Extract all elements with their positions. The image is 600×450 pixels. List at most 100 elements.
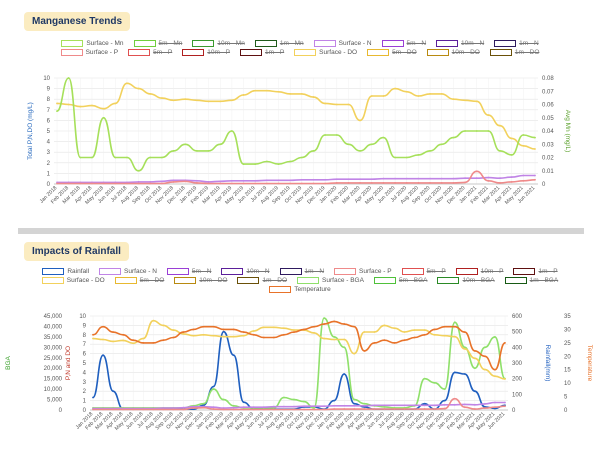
data-point (464, 99, 466, 102)
data-point (487, 114, 490, 116)
data-point (67, 77, 70, 79)
data-point (353, 402, 356, 405)
data-point (182, 332, 185, 335)
legend-item-surface-mn[interactable]: Surface - Mn (61, 40, 124, 47)
legend-item-surface-do[interactable]: Surface - DO (294, 49, 357, 56)
data-point (222, 330, 225, 333)
legend-item-10m-p[interactable]: 10m - P (455, 268, 503, 275)
data-point (417, 177, 420, 180)
data-point (92, 396, 94, 399)
legend-item-5m-p[interactable]: 5m - P (128, 49, 172, 56)
data-point (303, 400, 305, 403)
bga-tick-label: 5,000 (47, 398, 63, 404)
data-point (423, 377, 426, 380)
data-point (429, 177, 431, 180)
legend-item-5m-n[interactable]: 5m - N (166, 268, 211, 275)
legend-item-5m-do[interactable]: 5m - DO (114, 277, 164, 284)
data-point (443, 403, 446, 406)
legend-item-surface-p[interactable]: Surface - P (60, 49, 119, 56)
legend-label: Surface - N (124, 268, 157, 275)
data-point (126, 182, 128, 185)
y2-tick-label: 0.07 (542, 89, 554, 95)
data-point (137, 182, 140, 185)
legend-item-1m-do[interactable]: 1m - DO (489, 49, 539, 56)
legend-item-5m-bga[interactable]: 5m - BGA (373, 277, 428, 284)
legend-swatch (401, 268, 424, 275)
legend-swatch (114, 277, 137, 284)
data-point (289, 160, 292, 163)
data-point (152, 319, 155, 322)
data-point (343, 408, 346, 410)
y-tick-label: 10 (43, 76, 50, 82)
data-point (162, 407, 165, 410)
legend-item-10m-bga[interactable]: 10m - BGA (437, 277, 495, 284)
data-point (222, 407, 225, 410)
legend-label: Surface - DO (66, 277, 105, 284)
legend-item-5m-n[interactable]: 5m - N (381, 40, 426, 47)
legend-item-10m-do[interactable]: 10m - DO (426, 49, 480, 56)
legend-swatch (426, 49, 449, 56)
data-point (137, 87, 140, 90)
legend-item-temperature[interactable]: Temperature (269, 286, 331, 293)
legend-item-1m-n[interactable]: 1m - N (494, 40, 539, 47)
legend-item-1m-p[interactable]: 1m - P (513, 268, 558, 275)
data-point (373, 404, 376, 407)
data-point (289, 179, 292, 182)
data-point (114, 102, 117, 105)
data-point (122, 339, 125, 342)
data-point (363, 408, 366, 410)
pndo-tick-label: 4 (83, 370, 87, 376)
legend-item-1m-n[interactable]: 1m - N (279, 268, 324, 275)
data-point (293, 405, 295, 408)
legend-item-1m-bga[interactable]: 1m - BGA (504, 277, 558, 284)
data-point (242, 182, 245, 185)
pndo-tick-label: 3 (83, 380, 87, 386)
legend-item-10m-mn[interactable]: 10m - Mn (192, 40, 245, 47)
legend-label: 5m - BGA (398, 277, 428, 284)
legend-label: Surface - P (85, 49, 119, 56)
legend-item-surface-bga[interactable]: Surface - BGA (297, 277, 364, 284)
data-point (265, 160, 268, 163)
legend-item-1m-mn[interactable]: 1m - Mn (254, 40, 304, 47)
data-point (313, 408, 315, 411)
data-point (504, 378, 506, 380)
legend-item-surface-n[interactable]: Surface - N (99, 268, 157, 275)
legend-item-surface-n[interactable]: Surface - N (313, 40, 372, 47)
data-point (473, 403, 476, 406)
temp-tick-label: 20 (564, 354, 571, 360)
legend-item-10m-n[interactable]: 10m - N (436, 40, 484, 47)
legend-item-10m-p[interactable]: 10m - P (182, 49, 230, 56)
legend-swatch (294, 49, 317, 56)
legend-label: 5m - DO (392, 49, 417, 56)
legend-swatch (455, 268, 478, 275)
legend-swatch (221, 268, 244, 275)
legend-swatch (192, 40, 215, 47)
pndo-axis-title: P,N and DO (65, 346, 72, 380)
data-point (112, 390, 114, 393)
data-point (142, 337, 145, 340)
legend-item-5m-mn[interactable]: 5m - Mn (133, 40, 182, 47)
data-point (172, 99, 175, 102)
data-point (102, 338, 104, 341)
legend-item-surface-p[interactable]: Surface - P (334, 268, 392, 275)
data-point (202, 402, 205, 405)
data-point (212, 408, 215, 410)
legend-item-10m-do[interactable]: 10m - DO (174, 277, 227, 284)
data-point (323, 323, 326, 325)
legend-item-5m-p[interactable]: 5m - P (401, 268, 446, 275)
data-point (522, 134, 525, 136)
legend-item-10m-n[interactable]: 10m - N (221, 268, 270, 275)
legend-item-1m-do[interactable]: 1m - DO (237, 277, 287, 284)
data-point (172, 149, 175, 152)
data-point (429, 93, 431, 95)
legend-swatch (367, 49, 390, 56)
legend-item-1m-p[interactable]: 1m - P (240, 49, 284, 56)
legend-item-rainfall[interactable]: Rainfall (42, 268, 89, 275)
data-point (429, 149, 431, 152)
data-point (196, 149, 198, 152)
data-point (56, 110, 58, 113)
data-point (132, 408, 135, 411)
legend-item-surface-do[interactable]: Surface - DO (41, 277, 105, 284)
data-point (405, 90, 408, 93)
legend-item-5m-do[interactable]: 5m - DO (367, 49, 417, 56)
